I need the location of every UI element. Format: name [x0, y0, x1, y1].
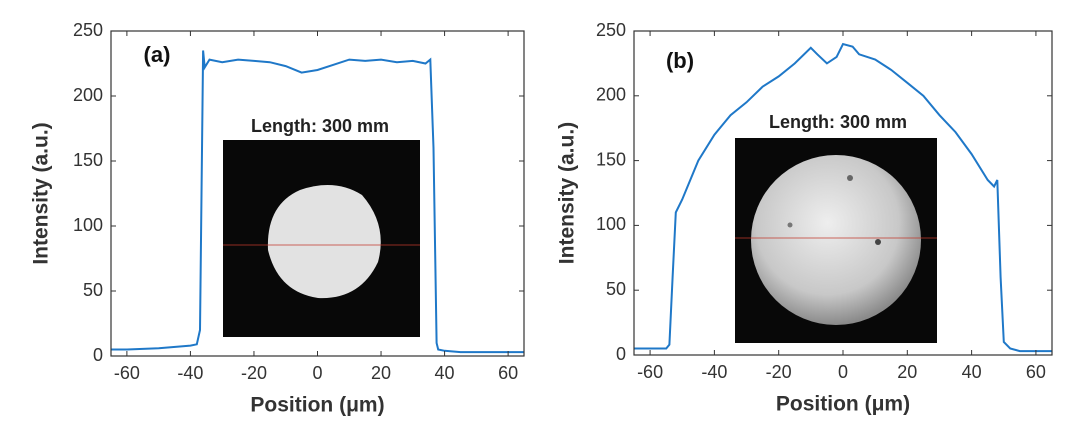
- inset-image-a: [223, 140, 420, 337]
- x-tick-label: -60: [114, 363, 140, 383]
- inset-label: Length: 300 mm: [769, 112, 907, 132]
- y-axis-label: Intensity (a.u.): [30, 122, 53, 264]
- y-tick-label: 250: [596, 20, 626, 40]
- y-tick-label: 100: [596, 214, 626, 234]
- x-tick-label: 40: [435, 363, 455, 383]
- x-tick-label: -20: [766, 362, 792, 382]
- panel-label: (a): [144, 42, 171, 67]
- x-axis-label: Position (μm): [776, 393, 910, 416]
- panel-label: (b): [666, 48, 694, 73]
- x-tick-label: 60: [498, 363, 518, 383]
- y-tick-label: 0: [93, 345, 103, 365]
- x-tick-label: -40: [177, 363, 203, 383]
- y-tick-label: 150: [73, 150, 103, 170]
- y-tick-label: 150: [596, 149, 626, 169]
- y-tick-label: 50: [83, 280, 103, 300]
- y-tick-label: 200: [73, 85, 103, 105]
- y-tick-label: 200: [596, 85, 626, 105]
- y-tick-label: 0: [616, 344, 626, 364]
- y-tick-label: 50: [606, 279, 626, 299]
- inset-label: Length: 300 mm: [251, 116, 389, 136]
- x-tick-label: 0: [838, 362, 848, 382]
- x-tick-label: 20: [897, 362, 917, 382]
- x-tick-label: -60: [637, 362, 663, 382]
- y-tick-label: 250: [73, 20, 103, 40]
- inset-image-b: [735, 138, 937, 343]
- x-axis-label: Position (μm): [250, 394, 384, 417]
- x-tick-label: 0: [312, 363, 322, 383]
- data-line: [634, 42, 1052, 353]
- x-tick-label: -40: [701, 362, 727, 382]
- x-tick-label: 40: [962, 362, 982, 382]
- y-axis-label: Intensity (a.u.): [556, 122, 579, 264]
- x-tick-label: -20: [241, 363, 267, 383]
- x-tick-label: 60: [1026, 362, 1046, 382]
- data-line: [111, 50, 524, 354]
- y-tick-label: 100: [73, 215, 103, 235]
- x-tick-label: 20: [371, 363, 391, 383]
